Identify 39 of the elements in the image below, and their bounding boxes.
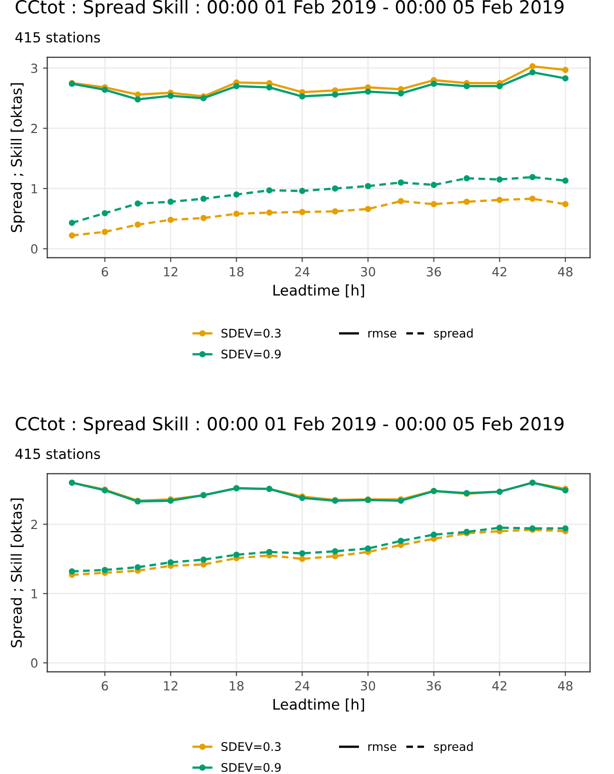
y-axis-title: Spread ; Skill [oktas] (10, 83, 25, 232)
chart-subtitle: 415 stations (15, 448, 100, 460)
x-tick-label: 12 (164, 681, 178, 690)
x-tick-label: 24 (295, 681, 310, 690)
y-tick-label: 2 (31, 520, 37, 530)
x-tick-label: 48 (558, 266, 572, 276)
chart-subtitle: 415 stations (15, 32, 100, 43)
y-tick-label: 3 (31, 64, 38, 74)
x-tick-label: 42 (492, 266, 506, 276)
y-tick-label: 1 (32, 184, 38, 194)
x-axis-title: Leadtime [h] (273, 698, 364, 712)
chart-title: CCtot : Spread Skill : 00:00 01 Feb 2019 - 00:00 05 Feb 2019 (16, 416, 564, 434)
legend-label: SDEV=0.3 (222, 742, 281, 752)
y-tick-label: 0 (31, 244, 38, 254)
text: spread (434, 328, 473, 340)
y-tick-label: 0 (31, 658, 38, 668)
chart-title: CCtot : Spread Skill : 00:00 01 Feb 2019 - 00:00 05 Feb 2019 (16, 0, 564, 18)
x-tick-label: 30 (361, 266, 376, 276)
x-tick-label: 36 (426, 266, 441, 276)
legend-label: SDEV=0.9 (222, 762, 281, 772)
legend-label: SDEV=0.9 (222, 350, 281, 359)
legend-label: SDEV=0.3 (222, 328, 281, 338)
text: rmse (368, 330, 396, 338)
x-tick-label: 18 (230, 266, 244, 276)
x-axis-title: Leadtime [h] (273, 284, 364, 298)
x-tick-label: 30 (361, 681, 376, 691)
x-tick-label: 12 (164, 266, 178, 276)
y-tick-label: 1 (32, 589, 38, 598)
y-tick-label: 2 (31, 124, 37, 134)
x-tick-label: 6 (102, 266, 108, 276)
x-tick-label: 24 (295, 266, 310, 276)
x-tick-label: 18 (230, 681, 244, 691)
x-tick-label: 6 (102, 681, 108, 691)
text: rmse (368, 744, 396, 752)
text: spread (434, 742, 473, 754)
x-tick-label: 48 (558, 681, 572, 691)
x-tick-label: 36 (426, 681, 441, 691)
x-tick-label: 42 (492, 681, 506, 690)
y-axis-title: Spread ; Skill [oktas] (10, 498, 25, 648)
